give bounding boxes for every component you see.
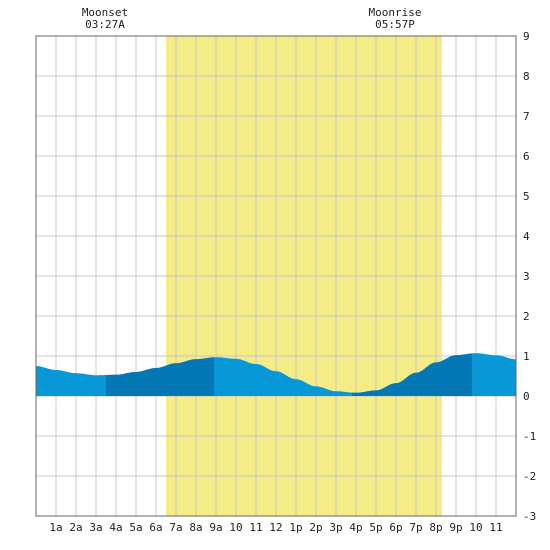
y-tick-label: 1 (523, 350, 530, 363)
x-tick-label: 7a (169, 521, 182, 534)
x-tick-label: 5p (369, 521, 382, 534)
x-tick-label: 11 (249, 521, 262, 534)
plot-frame (35, 35, 517, 517)
x-tick-label: 9a (209, 521, 222, 534)
x-tick-label: 10 (469, 521, 482, 534)
y-tick-label: 4 (523, 230, 530, 243)
x-tick-label: 6a (149, 521, 162, 534)
x-tick-label: 1p (289, 521, 302, 534)
x-tick-label: 7p (409, 521, 422, 534)
y-tick-label: 2 (523, 310, 530, 323)
x-tick-label: 6p (389, 521, 402, 534)
y-tick-label: 3 (523, 270, 530, 283)
x-tick-label: 4p (349, 521, 362, 534)
moon-event-label: Moonset (82, 6, 128, 19)
moon-event-time: 05:57P (375, 18, 415, 31)
x-tick-label: 8a (189, 521, 202, 534)
tide-area-band (106, 357, 214, 396)
y-tick-label: -2 (523, 470, 536, 483)
y-tick-label: -1 (523, 430, 536, 443)
x-tick-label: 12 (269, 521, 282, 534)
y-tick-label: -3 (523, 510, 536, 523)
tide-area-band (352, 353, 472, 396)
x-tick-label: 3p (329, 521, 342, 534)
y-tick-label: 5 (523, 190, 530, 203)
y-tick-label: 8 (523, 70, 530, 83)
moon-event-time: 03:27A (85, 18, 125, 31)
x-tick-label: 2a (69, 521, 82, 534)
y-tick-label: 9 (523, 30, 530, 43)
y-tick-label: 7 (523, 110, 530, 123)
x-tick-label: 5a (129, 521, 142, 534)
y-tick-label: 0 (523, 390, 530, 403)
x-tick-label: 10 (229, 521, 242, 534)
x-tick-label: 11 (489, 521, 502, 534)
x-tick-label: 9p (449, 521, 462, 534)
x-tick-label: 1a (49, 521, 62, 534)
moon-event-label: Moonrise (369, 6, 422, 19)
x-tick-label: 8p (429, 521, 442, 534)
x-tick-label: 4a (109, 521, 122, 534)
x-tick-label: 2p (309, 521, 322, 534)
x-tick-label: 3a (89, 521, 102, 534)
y-tick-label: 6 (523, 150, 530, 163)
